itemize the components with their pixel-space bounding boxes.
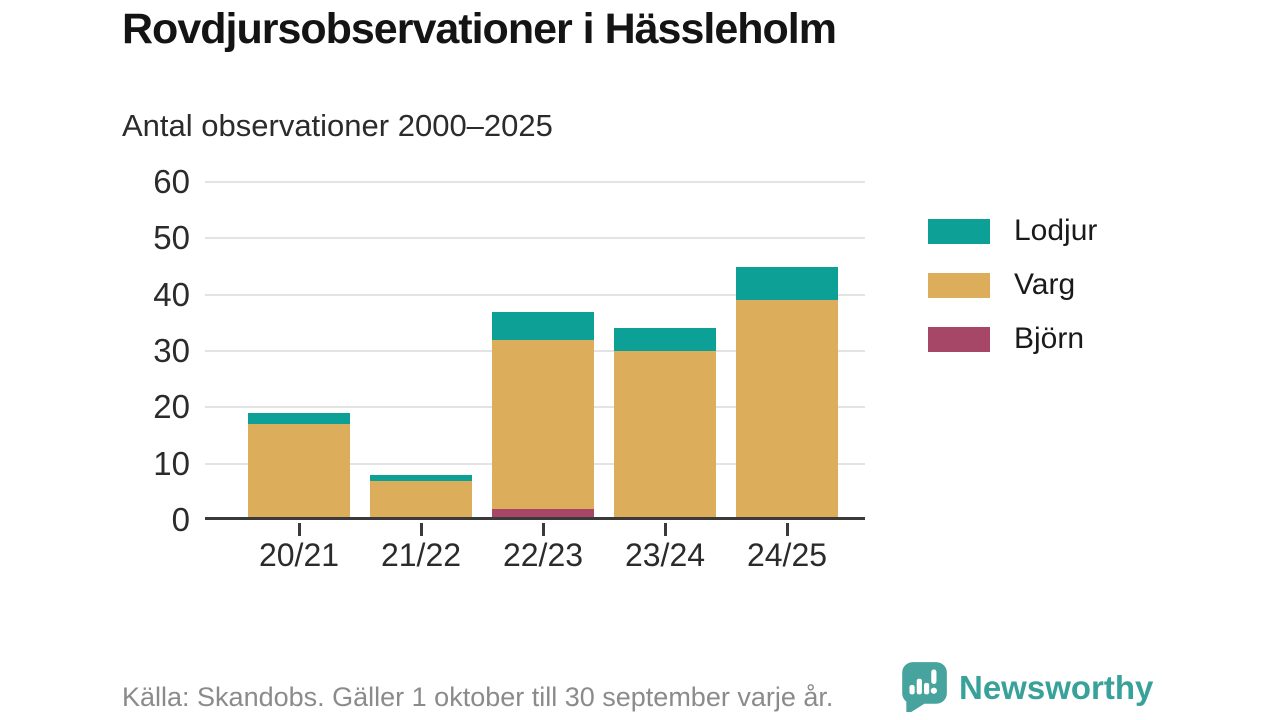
x-tick-22/23: [541, 523, 545, 536]
bar-segment-lodjur-24/25: [736, 266, 838, 301]
legend-item-björn: Björn: [928, 322, 1097, 356]
x-axis-line: [205, 517, 865, 520]
legend-swatch-varg: [928, 272, 990, 298]
bar-segment-varg-23/24: [614, 351, 716, 520]
bar-24/25: [736, 266, 838, 520]
y-tick-label-40: 40: [153, 275, 190, 313]
plot-area: 0 10 20 30 40 50 60 20/21 21/22 22/23 23/24 24/25: [153, 163, 865, 573]
bar-segment-varg-22/23: [492, 339, 594, 509]
bar-segment-varg-20/21: [248, 424, 350, 520]
bar-segment-lodjur-20/21: [248, 412, 350, 425]
x-tick-label-24/25: 24/25: [746, 537, 828, 573]
newsworthy-logo-icon: [897, 658, 951, 717]
bar-segment-lodjur-23/24: [614, 328, 716, 351]
bar-segment-varg-24/25: [736, 300, 838, 520]
bar-20/21: [248, 412, 350, 520]
legend: Lodjur Varg Björn: [928, 214, 1097, 376]
gridline-50: [205, 237, 865, 240]
chart-subtitle: Antal observationer 2000–2025: [122, 108, 553, 143]
y-tick-label-0: 0: [171, 501, 190, 538]
y-tick-label-10: 10: [153, 444, 190, 482]
bar-segment-lodjur-22/23: [492, 311, 594, 340]
x-tick-label-20/21: 20/21: [258, 537, 340, 573]
x-tick-24/25: [785, 523, 789, 536]
legend-swatch-lodjur: [928, 218, 990, 244]
x-tick-label-23/24: 23/24: [624, 537, 706, 573]
chart-title: Rovdjursobservationer i Hässleholm: [122, 5, 837, 53]
legend-swatch-björn: [928, 326, 990, 352]
y-tick-label-20: 20: [153, 388, 190, 426]
legend-label-björn: Björn: [1014, 322, 1085, 355]
legend-item-varg: Varg: [928, 268, 1097, 302]
bar-segment-lodjur-21/22: [370, 474, 472, 481]
source-note: Källa: Skandobs. Gäller 1 oktober till 3…: [122, 682, 834, 712]
bar-22/23: [492, 311, 594, 520]
y-tick-label-60: 60: [153, 163, 190, 200]
newsworthy-logo: Newsworthy: [897, 658, 1153, 717]
gridline-40: [205, 293, 865, 296]
x-tick-21/22: [419, 523, 423, 536]
y-tick-label-30: 30: [153, 332, 190, 369]
x-tick-label-22/23: 22/23: [502, 537, 584, 573]
legend-item-lodjur: Lodjur: [928, 214, 1097, 248]
y-tick-label-50: 50: [153, 219, 190, 257]
x-tick-23/24: [663, 523, 667, 536]
newsworthy-wordmark: Newsworthy: [959, 668, 1154, 706]
gridline-60: [205, 181, 865, 183]
bar-21/22: [370, 474, 472, 520]
legend-label-lodjur: Lodjur: [1014, 214, 1098, 247]
legend-label-varg: Varg: [1014, 268, 1076, 301]
x-tick-label-21/22: 21/22: [380, 537, 462, 573]
bar-23/24: [614, 328, 716, 520]
bar-segment-björn-22/23: [492, 508, 594, 520]
bar-segment-varg-21/22: [370, 480, 472, 520]
x-tick-20/21: [297, 523, 301, 536]
